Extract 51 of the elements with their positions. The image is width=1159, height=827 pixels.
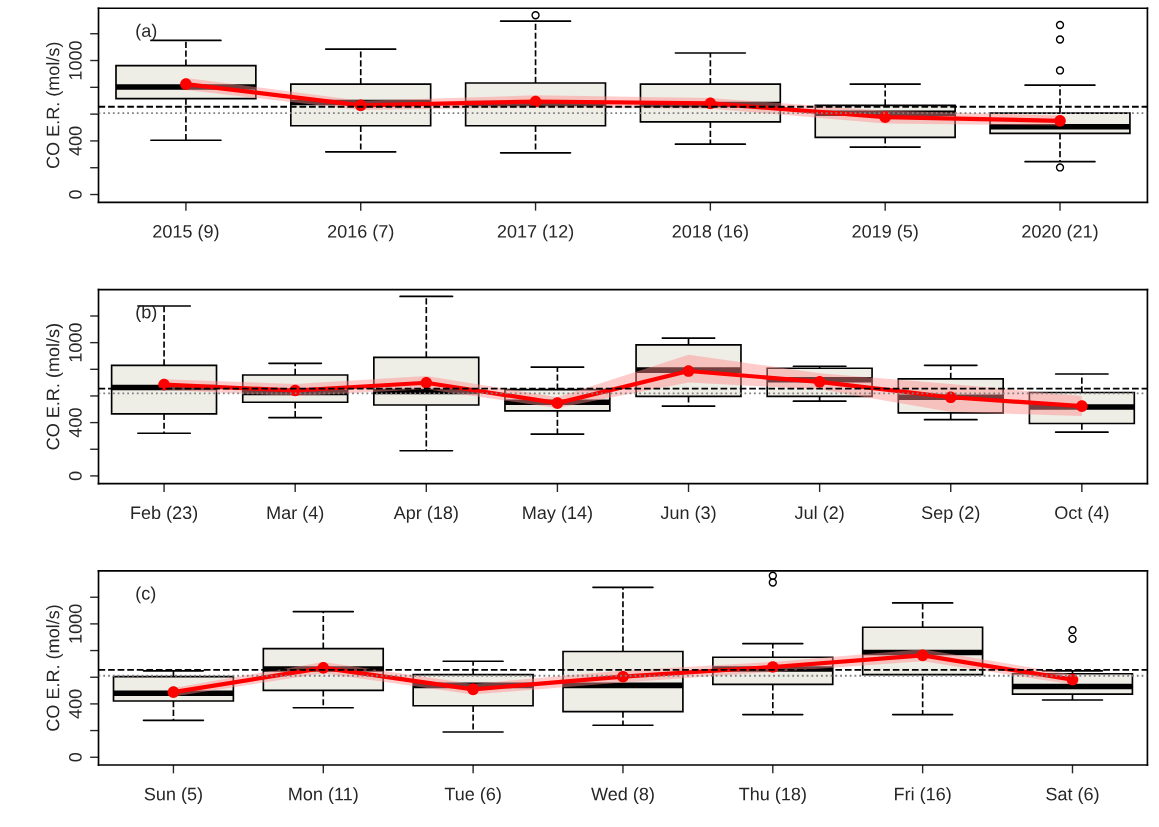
x-tick-label: 2017 (12) (497, 224, 574, 242)
x-tick-label: Jun (3) (660, 505, 716, 523)
x-tick-label: Sep (2) (921, 505, 980, 523)
y-axis-title: CO E.R. (mol/s) (46, 605, 63, 731)
x-tick-label: Apr (18) (393, 505, 458, 523)
x-tick-label: Wed (8) (591, 787, 654, 805)
point (1054, 115, 1066, 127)
point (529, 95, 542, 108)
point (879, 111, 891, 123)
x-tick-label: Mar (4) (267, 505, 324, 523)
y-tick-label: 400 (68, 689, 82, 719)
y-tick-label: 400 (68, 408, 82, 438)
annotation: (c) (136, 586, 156, 604)
annotation: (a) (136, 23, 157, 41)
x-tick-label: 2016 (7) (328, 224, 394, 242)
x-tick-label: Mon (11) (289, 787, 358, 805)
point (944, 391, 957, 404)
y-tick-label: 400 (68, 126, 82, 156)
point (551, 397, 564, 409)
y-tick-label: 1000 (68, 323, 82, 362)
y-axis-title: CO E.R. (mol/s) (46, 42, 63, 169)
point (180, 78, 192, 90)
x-tick-label: May (14) (523, 505, 592, 523)
x-tick-label: Sun (5) (144, 787, 202, 805)
point (1066, 673, 1079, 686)
x-tick-label: 2019 (5) (852, 224, 918, 242)
y-tick-label: 1000 (68, 604, 82, 643)
x-tick-label: Feb (23) (131, 505, 198, 523)
point (682, 365, 695, 377)
y-tick-label: 0 (68, 471, 82, 481)
point (467, 683, 479, 696)
x-tick-label: Tue (6) (444, 787, 501, 805)
x-tick-label: Oct (4) (1055, 505, 1109, 523)
y-axis-title: CO E.R. (mol/s) (46, 324, 63, 450)
point (916, 649, 929, 662)
x-tick-label: 2018 (16) (672, 224, 748, 242)
point (167, 686, 180, 698)
x-tick-label: 2020 (21) (1022, 224, 1098, 242)
point (617, 670, 629, 683)
x-tick-label: Jul (2) (794, 505, 844, 523)
y-tick-label: 0 (68, 752, 82, 762)
x-tick-label: Sat (6) (1046, 787, 1099, 805)
x-tick-label: Fri (16) (895, 787, 951, 805)
point (420, 376, 433, 389)
y-tick-label: 0 (68, 190, 82, 199)
point (813, 376, 826, 388)
point (1076, 400, 1088, 412)
annotation: (b) (136, 305, 157, 322)
y-tick-label: 1000 (68, 41, 82, 80)
x-tick-label: Thu (18) (739, 787, 806, 805)
x-tick-label: 2015 (9) (153, 224, 219, 242)
